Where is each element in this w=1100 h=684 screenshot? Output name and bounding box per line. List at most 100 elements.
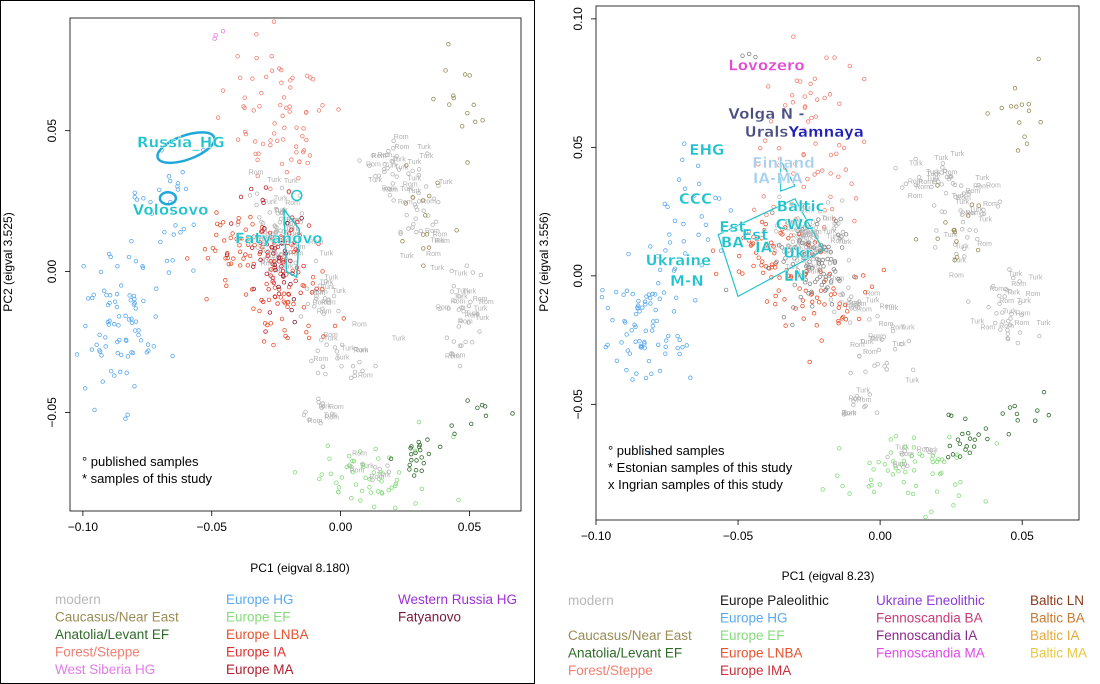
sample-point [797,240,802,245]
y-tick-label: 0.00 [45,260,59,284]
sample-point [319,337,324,343]
sample-point [801,184,806,190]
left-axes: −0.10 −0.05 0.00 0.05 0.05 0.00 −0.05 [45,119,481,534]
left-figure-frame [0,0,535,684]
sample-point [813,279,818,285]
sample-point [285,221,290,226]
sample-point [171,210,176,215]
sample-point [449,351,454,357]
sample-point [126,254,132,260]
sample-point [838,216,843,222]
sample-point [728,208,734,213]
sample-point [316,241,321,246]
sample-point [257,234,263,240]
sample-point [313,258,319,264]
sample-point [127,293,132,298]
sample-point [652,292,658,297]
sample-point [427,193,432,199]
sample-point [761,194,766,199]
modern-sample-label: Rom [395,144,410,151]
estonian-outline [717,197,825,298]
sample-point [426,245,432,250]
sample-point [360,461,365,467]
sample-point [412,448,418,454]
left-x-axis-label: PC1 (eigval 8.180) [250,561,349,575]
sample-point [260,141,266,147]
sample-point [352,369,358,375]
sample-point [510,411,515,416]
y-tick-label: 0.05 [571,135,585,159]
sample-point [906,338,912,344]
sample-point [115,264,120,269]
modern-sample-label: Rom [973,183,988,190]
sample-point [444,335,450,340]
modern-sample-label: Rom [377,152,392,159]
legend-entry: Baltic IA [1030,628,1080,643]
sample-point [289,224,295,230]
sample-point [684,343,689,348]
sample-point [286,231,292,236]
modern-sample-label: Turk [856,388,870,395]
sample-point [386,469,392,474]
sample-point [413,450,418,455]
sample-point [633,311,639,317]
sample-point [272,285,278,290]
sample-point [295,219,300,225]
sample-point [815,276,820,282]
sample-point [1005,331,1010,336]
sample-point [911,435,917,440]
sample-point [260,229,265,234]
sample-point [293,278,298,284]
sample-point [888,437,893,442]
sample-point [249,245,255,250]
sample-point [237,249,243,254]
sample-point [274,207,279,213]
sample-point [624,332,629,337]
modern-sample-label: Turk [1008,271,1022,278]
sample-point [909,453,914,458]
sample-point [994,311,999,316]
sample-point [953,482,958,487]
sample-point [667,240,673,245]
sample-point [451,95,456,101]
sample-point [480,118,485,123]
sample-point [358,498,363,503]
sample-point [931,450,936,456]
sample-point [677,351,682,357]
sample-point [202,247,208,252]
sample-point [116,323,121,328]
modern-sample-label: Rom [313,356,328,363]
sample-point [803,130,808,135]
sample-point [247,193,253,198]
sample-point [171,232,176,237]
sample-point [239,236,244,241]
sample-point [273,224,278,229]
sample-point [307,153,313,158]
sample-point [1015,340,1021,346]
x-tick-label: −0.10 [68,520,99,534]
left-plot-box [69,17,522,512]
sample-point [880,337,885,342]
legend-entry: modern [568,593,614,608]
sample-point [634,371,639,376]
sample-point [805,176,810,182]
sample-point [600,287,605,293]
sample-point [468,299,473,305]
sample-point [280,137,286,142]
sample-point [872,363,877,368]
sample-point [243,292,249,297]
sample-point [133,258,139,264]
sample-point [259,225,265,230]
sample-point [419,486,425,491]
sample-point [293,247,298,252]
sample-point [452,431,457,437]
sample-point [175,181,181,186]
right-y-axis-label: PC2 (eigval 3.556) [537,212,551,311]
sample-point [132,384,137,389]
modern-sample-label: Rom [943,170,958,177]
sample-point [272,265,277,270]
modern-sample-label: Rom [960,211,975,218]
sample-point [205,255,211,261]
sample-point [647,450,653,455]
sample-point [962,254,967,259]
